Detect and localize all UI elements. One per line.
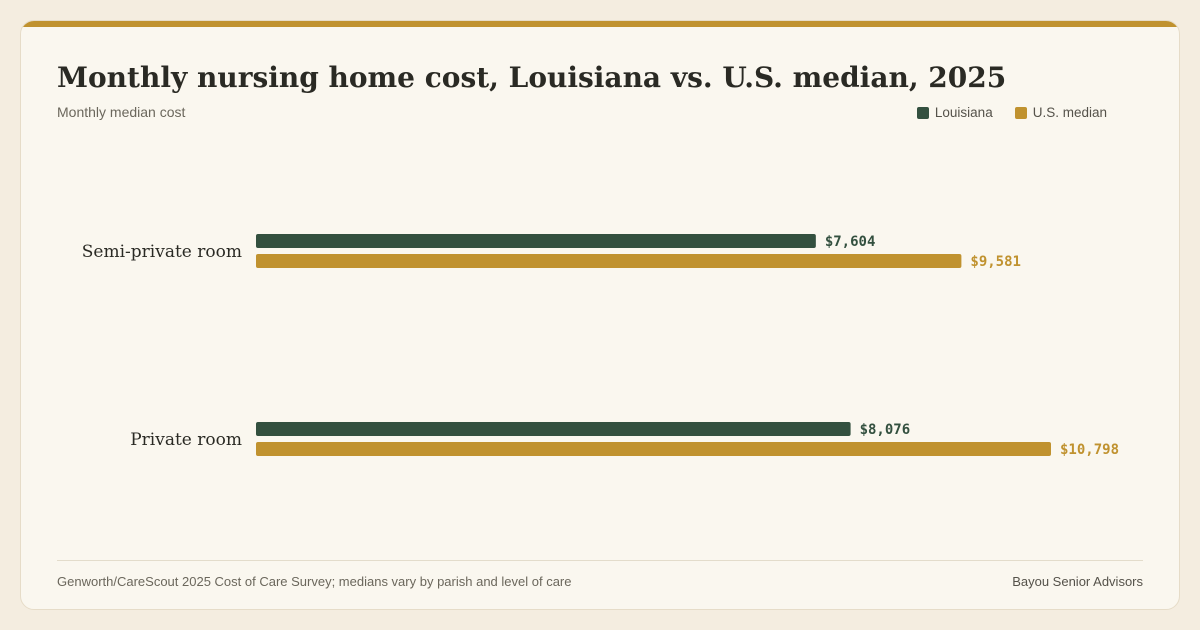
brand-name: Bayou Senior Advisors xyxy=(1012,574,1143,589)
bar-louisiana-private-room xyxy=(256,422,851,436)
category-label-semi-private-room: Semi-private room xyxy=(82,242,242,262)
legend-label-louisiana: Louisiana xyxy=(934,105,993,120)
bar-u-s-median-private-room xyxy=(256,442,1051,456)
value-label-louisiana-private-room: $8,076 xyxy=(860,422,911,438)
bar-u-s-median-semi-private-room xyxy=(256,254,962,268)
accent-bar xyxy=(21,21,1179,27)
legend-item-us-median: U.S. median xyxy=(1014,105,1107,120)
legend: Louisiana U.S. median xyxy=(916,105,1107,120)
value-label-u-s-median-private-room: $10,798 xyxy=(1060,442,1119,458)
value-label-u-s-median-semi-private-room: $9,581 xyxy=(970,254,1021,270)
chart-card: Monthly nursing home cost, Louisiana vs.… xyxy=(20,20,1180,610)
legend-item-louisiana: Louisiana xyxy=(916,105,993,120)
footer-divider xyxy=(57,560,1143,561)
category-label-private-room: Private room xyxy=(130,430,242,450)
chart-subtitle: Monthly median cost xyxy=(57,104,186,120)
chart-title: Monthly nursing home cost, Louisiana vs.… xyxy=(57,61,1007,94)
legend-swatch-us-median xyxy=(1014,106,1027,119)
value-label-louisiana-semi-private-room: $7,604 xyxy=(825,234,876,250)
bar-chart-plot: Semi-private room $7,604 $9,581 Private roo… xyxy=(82,234,1119,458)
legend-swatch-louisiana xyxy=(916,106,929,119)
legend-label-us-median: U.S. median xyxy=(1032,105,1107,120)
source-note: Genworth/CareScout 2025 Cost of Care Sur… xyxy=(57,574,572,589)
bar-louisiana-semi-private-room xyxy=(256,234,816,248)
